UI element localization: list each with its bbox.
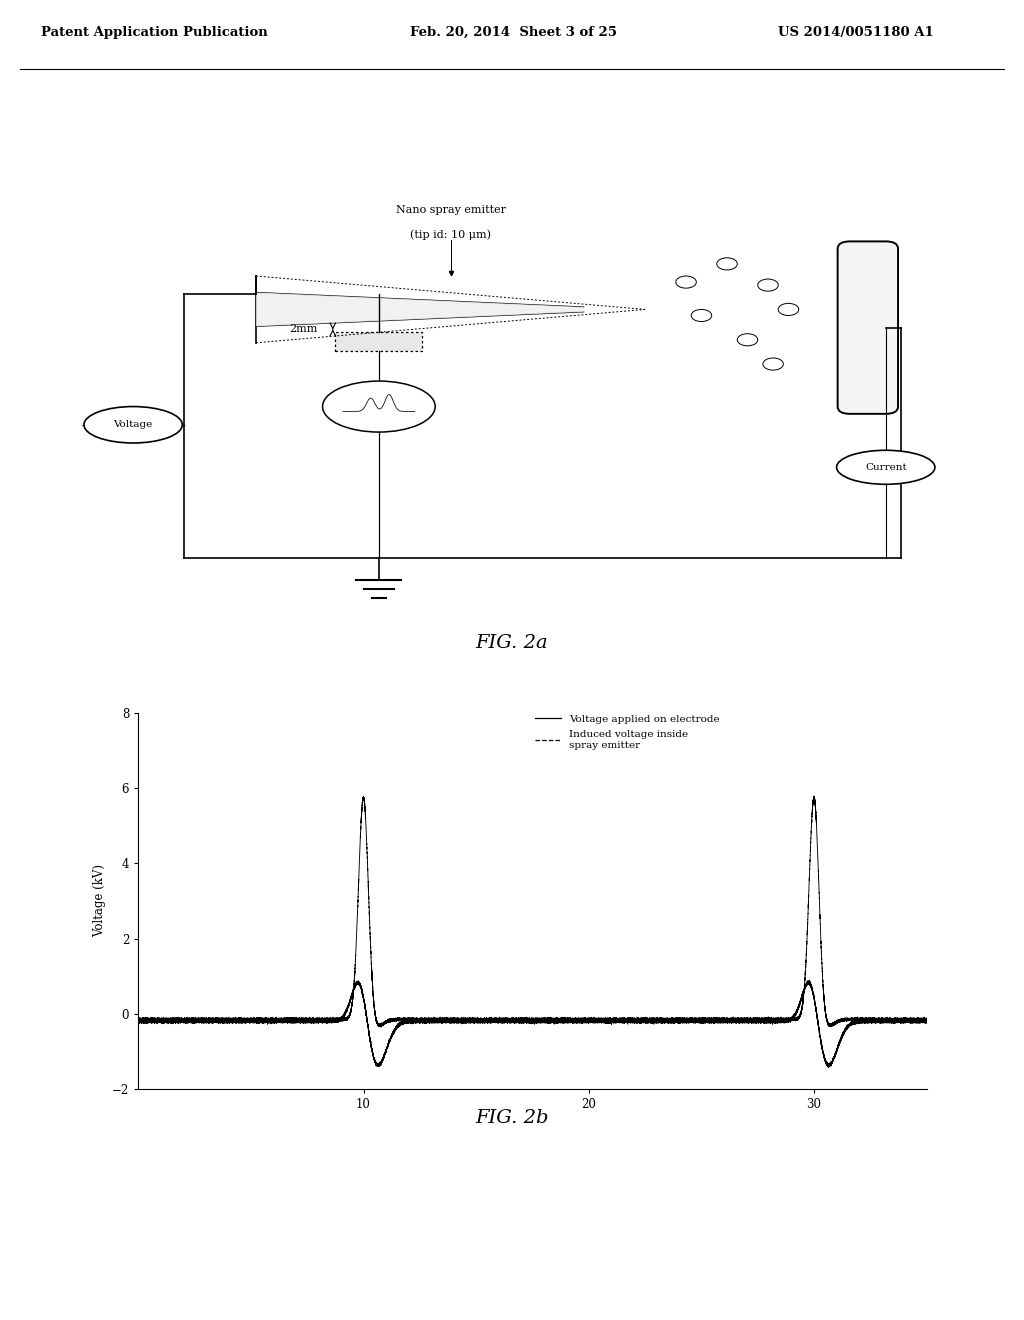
Text: Patent Application Publication: Patent Application Publication [41, 26, 267, 40]
Text: 2mm: 2mm [289, 325, 317, 334]
Y-axis label: Voltage (kV): Voltage (kV) [93, 865, 106, 937]
Text: US 2014/0051180 A1: US 2014/0051180 A1 [778, 26, 934, 40]
Polygon shape [256, 293, 584, 326]
Text: Nano spray emitter: Nano spray emitter [395, 206, 506, 215]
Text: Voltage: Voltage [114, 420, 153, 429]
Text: Current: Current [865, 463, 906, 471]
FancyBboxPatch shape [838, 242, 898, 414]
Text: FIG. 2a: FIG. 2a [476, 635, 548, 652]
Text: FIG. 2b: FIG. 2b [475, 1109, 549, 1127]
Text: (tip id: 10 μm): (tip id: 10 μm) [410, 228, 492, 240]
Ellipse shape [84, 407, 182, 444]
Ellipse shape [837, 450, 935, 484]
Ellipse shape [323, 381, 435, 432]
Bar [336, 333, 423, 351]
Legend: Voltage applied on electrode, Induced voltage inside
spray emitter: Voltage applied on electrode, Induced vo… [530, 710, 724, 754]
Text: Feb. 20, 2014  Sheet 3 of 25: Feb. 20, 2014 Sheet 3 of 25 [410, 26, 616, 40]
